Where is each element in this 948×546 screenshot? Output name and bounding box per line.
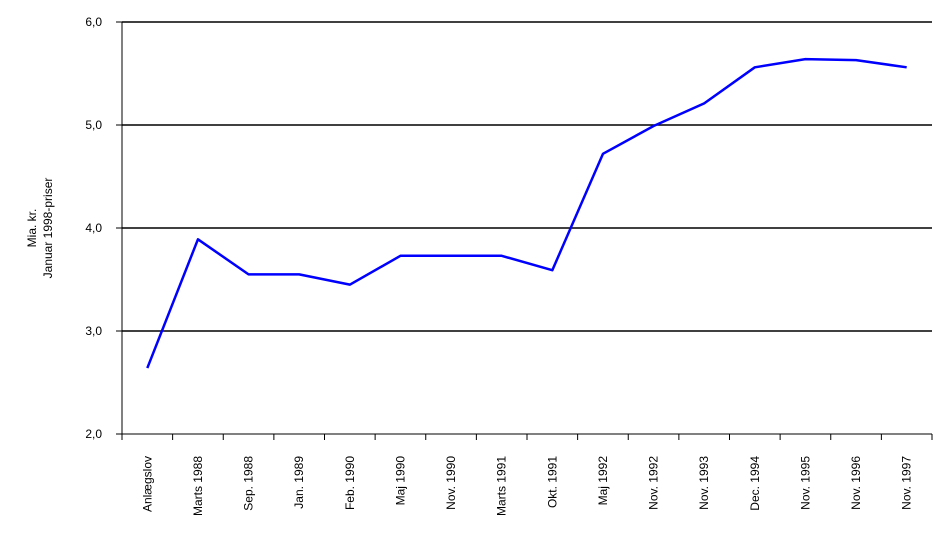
y-tick-label: 2,0 bbox=[85, 427, 102, 441]
x-tick-label: Sep. 1988 bbox=[242, 456, 256, 511]
y-axis-label: Mia. kr. bbox=[25, 209, 39, 248]
x-tick-label: Nov. 1995 bbox=[798, 456, 812, 510]
y-tick-label: 6,0 bbox=[85, 15, 102, 29]
y-tick-label: 4,0 bbox=[85, 221, 102, 235]
x-tick-label: Jan. 1989 bbox=[292, 456, 306, 509]
x-tick-label: Marts 1991 bbox=[495, 456, 509, 516]
x-tick-label: Dec. 1994 bbox=[748, 456, 762, 511]
x-tick-label: Anlægslov bbox=[140, 456, 154, 512]
x-tick-label: Nov. 1996 bbox=[849, 456, 863, 510]
y-axis-label: Januar 1998-priser bbox=[41, 178, 55, 279]
x-tick-label: Feb. 1990 bbox=[343, 456, 357, 510]
y-tick-label: 3,0 bbox=[85, 324, 102, 338]
y-tick-label: 5,0 bbox=[85, 118, 102, 132]
x-tick-label: Nov. 1993 bbox=[697, 456, 711, 510]
x-tick-label: Maj 1992 bbox=[596, 456, 610, 506]
data-line bbox=[146, 57, 907, 369]
x-tick-label: Okt. 1991 bbox=[545, 456, 559, 508]
x-tick-label: Nov. 1990 bbox=[444, 456, 458, 510]
x-tick-label: Maj 1990 bbox=[393, 456, 407, 506]
x-tick-label: Nov. 1992 bbox=[647, 456, 661, 510]
x-tick-label: Nov. 1997 bbox=[900, 456, 914, 510]
x-tick-label: Marts 1988 bbox=[191, 456, 205, 516]
